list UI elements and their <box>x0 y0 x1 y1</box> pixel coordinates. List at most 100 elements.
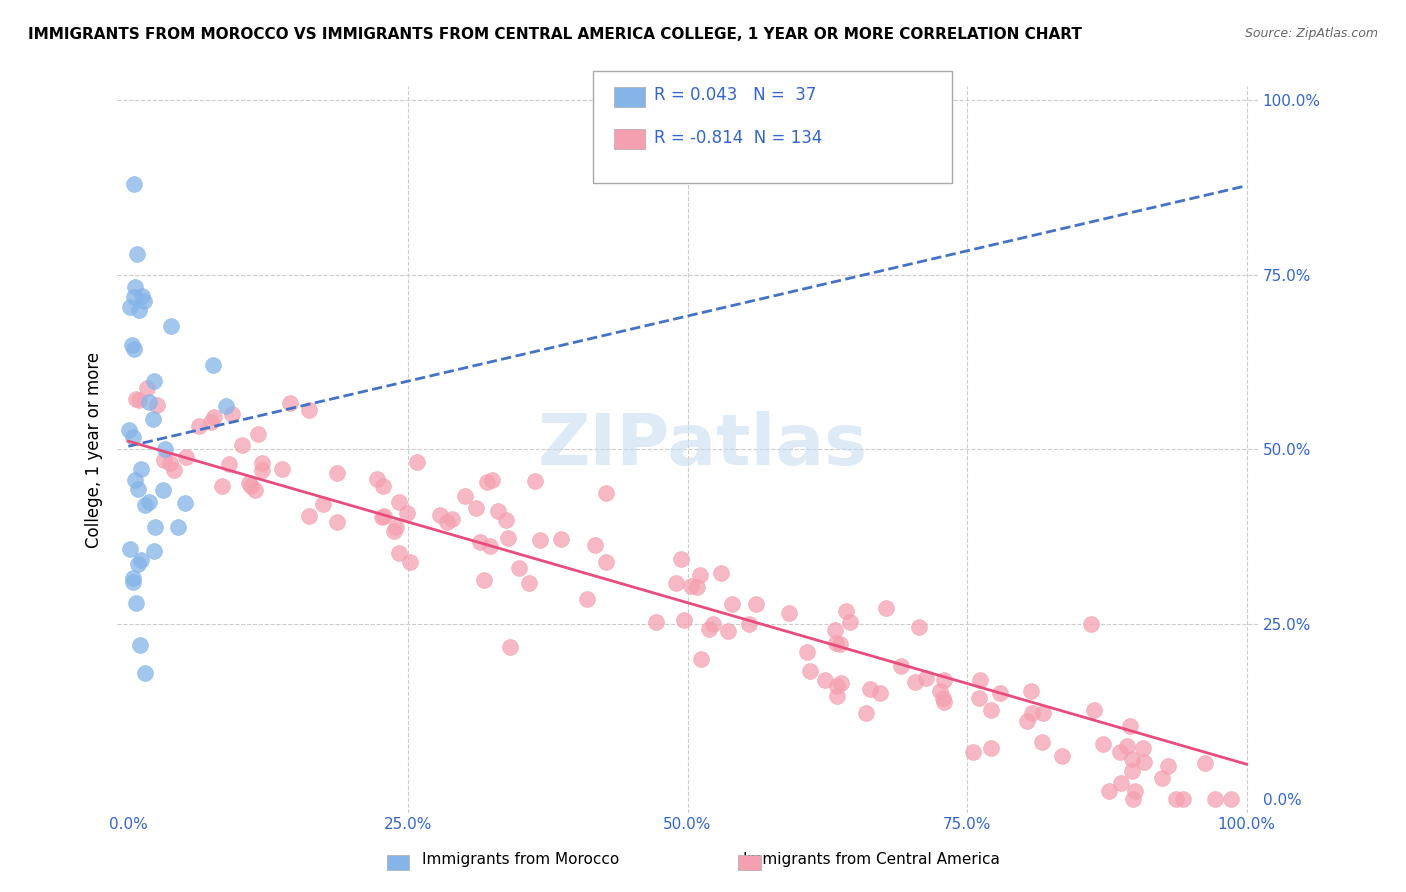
Point <box>271 462 294 476</box>
Point <box>122 342 145 356</box>
Point <box>128 303 150 318</box>
Text: IMMIGRANTS FROM MOROCCO VS IMMIGRANTS FROM CENTRAL AMERICA COLLEGE, 1 YEAR OR MO: IMMIGRANTS FROM MOROCCO VS IMMIGRANTS FR… <box>28 27 1083 42</box>
Point <box>280 396 302 410</box>
Point <box>298 508 321 523</box>
Point <box>1164 791 1187 805</box>
Point <box>124 473 146 487</box>
Point <box>441 512 464 526</box>
Point <box>385 520 408 534</box>
Point <box>550 532 572 546</box>
Point <box>465 501 488 516</box>
Point <box>745 597 768 611</box>
Point <box>173 496 195 510</box>
Point <box>990 686 1012 700</box>
Point <box>1091 738 1114 752</box>
Point <box>118 300 141 314</box>
Point <box>312 497 335 511</box>
Point <box>1109 745 1132 759</box>
Text: Immigrants from Morocco: Immigrants from Morocco <box>422 853 619 867</box>
Point <box>697 622 720 636</box>
Point <box>1098 783 1121 797</box>
Point <box>665 575 688 590</box>
Point <box>143 374 166 388</box>
Point <box>128 638 150 652</box>
Point <box>152 483 174 497</box>
Point <box>429 508 451 522</box>
Point <box>167 520 190 534</box>
Point <box>1032 706 1054 720</box>
Point <box>1017 714 1039 729</box>
Point <box>200 415 222 429</box>
Point <box>932 673 955 687</box>
Point <box>778 606 800 620</box>
Point <box>828 637 851 651</box>
Point <box>366 472 388 486</box>
Point <box>524 475 547 489</box>
Point <box>373 509 395 524</box>
Point <box>529 533 551 547</box>
Point <box>838 615 860 630</box>
Point <box>127 557 149 571</box>
Point <box>859 681 882 696</box>
Point <box>436 515 458 529</box>
Point <box>1031 735 1053 749</box>
Point <box>481 473 503 487</box>
Point <box>159 456 181 470</box>
Point <box>903 675 925 690</box>
Point <box>915 671 938 685</box>
Point <box>969 673 991 688</box>
Point <box>1204 791 1226 805</box>
Point <box>160 318 183 333</box>
Point <box>980 703 1002 717</box>
Point <box>825 689 848 703</box>
Text: R = 0.043   N =  37: R = 0.043 N = 37 <box>654 87 815 104</box>
Point <box>814 673 837 687</box>
Point <box>252 463 274 477</box>
Point <box>396 506 419 520</box>
Text: R = -0.814  N = 134: R = -0.814 N = 134 <box>654 129 823 147</box>
Point <box>980 741 1002 756</box>
Point <box>875 601 897 615</box>
Point <box>825 679 848 693</box>
Point <box>478 539 501 553</box>
Point <box>134 665 156 680</box>
Text: Immigrants from Central America: Immigrants from Central America <box>744 853 1000 867</box>
Point <box>796 645 818 659</box>
Point <box>1133 755 1156 769</box>
Point <box>138 494 160 508</box>
Point <box>1083 703 1105 717</box>
Point <box>246 427 269 442</box>
Point <box>370 509 392 524</box>
Point <box>122 290 145 304</box>
Point <box>454 489 477 503</box>
Point <box>669 551 692 566</box>
Point <box>138 395 160 409</box>
Point <box>720 597 742 611</box>
Point <box>710 566 733 580</box>
Point <box>1119 718 1142 732</box>
Point <box>142 411 165 425</box>
Point <box>146 398 169 412</box>
Point <box>131 553 153 567</box>
Point <box>472 573 495 587</box>
Point <box>830 676 852 690</box>
Point <box>215 399 238 413</box>
Point <box>1021 683 1043 698</box>
Point <box>131 289 153 303</box>
Point <box>326 467 349 481</box>
Point <box>1121 752 1143 766</box>
Point <box>245 483 267 498</box>
Point <box>686 581 709 595</box>
Point <box>855 706 877 720</box>
Point <box>128 392 150 407</box>
Point <box>908 620 931 634</box>
Point <box>890 659 912 673</box>
Point <box>1121 764 1143 779</box>
Text: ZIPatlas: ZIPatlas <box>538 411 868 481</box>
Point <box>121 337 143 351</box>
Text: Source: ZipAtlas.com: Source: ZipAtlas.com <box>1244 27 1378 40</box>
Point <box>152 453 174 467</box>
Point <box>129 462 152 476</box>
Point <box>238 475 260 490</box>
Point <box>967 691 990 706</box>
